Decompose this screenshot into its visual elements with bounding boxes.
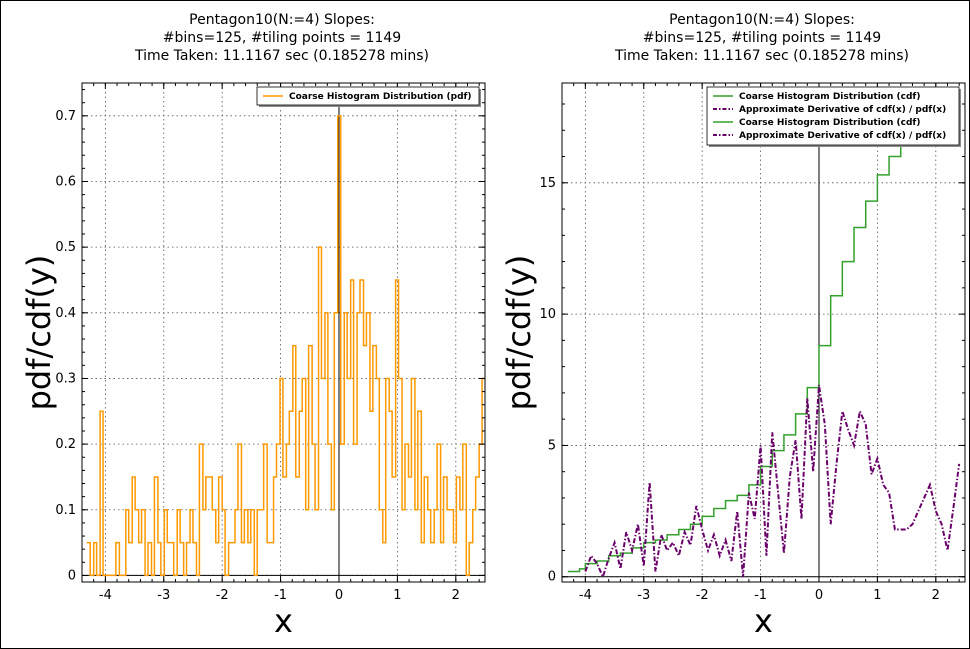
y-tick-label: 0 bbox=[68, 568, 76, 583]
x-tick-label: 1 bbox=[873, 588, 881, 603]
axes-frame bbox=[81, 82, 486, 583]
y-tick-label: 0.5 bbox=[55, 240, 76, 255]
legend-entry-label: Approximate Derivative of cdf(x) / pdf(x… bbox=[739, 131, 946, 141]
x-axis-label: x bbox=[274, 602, 293, 640]
y-tick-label: 5 bbox=[548, 438, 556, 453]
x-tick-label: 1 bbox=[393, 588, 401, 603]
legend-entry-label: Coarse Histogram Distribution (pdf) bbox=[289, 92, 472, 102]
y-tick-label: 0.6 bbox=[55, 174, 76, 189]
x-tick-label: 0 bbox=[335, 588, 343, 603]
y-tick-label: 15 bbox=[539, 176, 556, 191]
y-tick-label: 10 bbox=[539, 307, 556, 322]
legend-box bbox=[706, 86, 960, 146]
x-axis-label: x bbox=[754, 602, 773, 640]
y-tick-label: 0.1 bbox=[55, 503, 76, 518]
series-line-cdf bbox=[567, 129, 922, 573]
x-tick-label: -4 bbox=[579, 588, 592, 603]
x-tick-label: 2 bbox=[932, 588, 940, 603]
x-tick-label: -4 bbox=[99, 588, 112, 603]
y-tick-label: 0.4 bbox=[55, 306, 76, 321]
pdf-chart: -4 -3 -2 -1 0 1 2 0 0.1 0.2 0.3 0.4 0.5 0.6 0.7 x pdf/cd… bbox=[20, 82, 486, 640]
y-tick-label: 0.3 bbox=[55, 371, 76, 386]
x-tick-label: 0 bbox=[815, 588, 823, 603]
left-title-line-1: Pentagon10(N:=4) Slopes: bbox=[189, 12, 375, 28]
y-axis-label: pdf/cdf(y) bbox=[500, 255, 538, 411]
series-line-pdf bbox=[86, 115, 485, 577]
x-tick-label: -1 bbox=[754, 588, 767, 603]
y-tick-label: 0 bbox=[548, 570, 556, 585]
right-title-line-1: Pentagon10(N:=4) Slopes: bbox=[669, 12, 855, 28]
x-tick-label: -2 bbox=[696, 588, 709, 603]
legend-entry-label: Approximate Derivative of cdf(x) / pdf(x… bbox=[739, 105, 946, 115]
legend: Coarse Histogram Distribution (pdf) bbox=[256, 86, 481, 107]
legend-entry-label: Coarse Histogram Distribution (cdf) bbox=[739, 118, 920, 128]
x-tick-label: -3 bbox=[637, 588, 650, 603]
legend-box bbox=[256, 86, 480, 106]
y-axis-label: pdf/cdf(y) bbox=[20, 255, 58, 411]
cdf-chart: -4 -3 -2 -1 0 1 2 0 5 10 15 x pdf/cdf(y) Coarse Histo… bbox=[500, 82, 966, 640]
axes-frame bbox=[561, 82, 966, 583]
right-title-line-2: #bins=125, #tiling points = 1149 bbox=[643, 30, 881, 46]
x-tick-label: 2 bbox=[452, 588, 460, 603]
y-tick-label: 0.7 bbox=[55, 109, 76, 124]
left-title-line-3: Time Taken: 11.1167 sec (0.185278 mins) bbox=[134, 48, 429, 64]
legend-entry-label: Coarse Histogram Distribution (cdf) bbox=[739, 92, 920, 102]
series-line-derivative bbox=[584, 384, 961, 580]
y-tick-label: 0.2 bbox=[55, 437, 76, 452]
left-title-line-2: #bins=125, #tiling points = 1149 bbox=[163, 30, 401, 46]
legend: Coarse Histogram Distribution (cdf) Appro… bbox=[706, 86, 961, 147]
x-tick-label: -3 bbox=[157, 588, 170, 603]
x-tick-label: -1 bbox=[274, 588, 287, 603]
x-tick-label: -2 bbox=[216, 588, 229, 603]
plot-area bbox=[86, 115, 485, 577]
right-title-line-3: Time Taken: 11.1167 sec (0.185278 mins) bbox=[614, 48, 909, 64]
plot-area bbox=[567, 129, 961, 580]
